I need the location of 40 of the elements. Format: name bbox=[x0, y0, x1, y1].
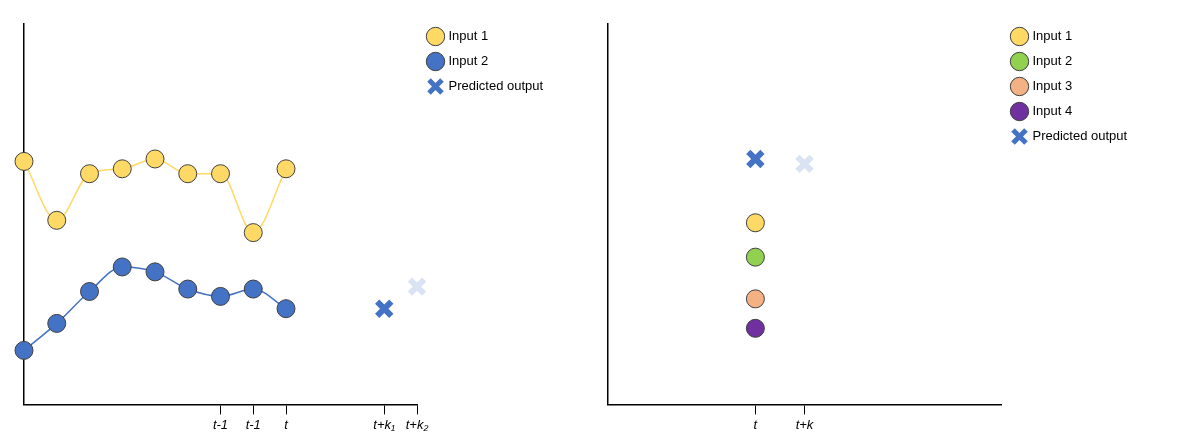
x-tick-label: t-1 bbox=[212, 416, 229, 432]
point bbox=[14, 340, 34, 360]
point bbox=[47, 210, 67, 230]
legend-label: Input 2 bbox=[448, 53, 489, 69]
legend-label: Predicted output bbox=[448, 78, 544, 94]
x-tick-label: t+k₂ bbox=[405, 416, 429, 432]
point bbox=[745, 213, 765, 233]
point bbox=[745, 247, 765, 267]
point bbox=[145, 262, 165, 282]
point bbox=[794, 153, 815, 174]
legend-label: Input 4 bbox=[1032, 103, 1073, 119]
point bbox=[243, 223, 263, 243]
point bbox=[14, 151, 34, 171]
point bbox=[745, 318, 765, 338]
point bbox=[80, 282, 99, 302]
legend-label: Input 3 bbox=[1032, 78, 1073, 94]
point bbox=[80, 164, 99, 184]
point bbox=[178, 279, 198, 299]
point bbox=[112, 257, 132, 277]
x-tick-label: t+k₁ bbox=[373, 416, 396, 432]
point bbox=[211, 286, 230, 306]
point bbox=[243, 279, 263, 299]
legend-label: Input 1 bbox=[1032, 28, 1073, 44]
point bbox=[178, 164, 198, 184]
point bbox=[276, 299, 296, 319]
legend-label: Predicted output bbox=[1032, 128, 1128, 144]
point bbox=[145, 149, 165, 169]
point bbox=[211, 164, 230, 184]
point bbox=[745, 148, 766, 170]
x-tick-label: t-1 bbox=[245, 416, 261, 432]
point bbox=[406, 276, 428, 297]
legend-label: Input 2 bbox=[1032, 53, 1073, 69]
x-tick-label: t bbox=[753, 416, 759, 432]
point bbox=[276, 159, 296, 179]
legend-label: Input 1 bbox=[448, 28, 489, 44]
point bbox=[47, 313, 67, 333]
point bbox=[745, 289, 765, 309]
x-tick-label: t bbox=[284, 416, 290, 432]
x-tick-label: t+k bbox=[795, 416, 815, 432]
point bbox=[112, 159, 132, 179]
